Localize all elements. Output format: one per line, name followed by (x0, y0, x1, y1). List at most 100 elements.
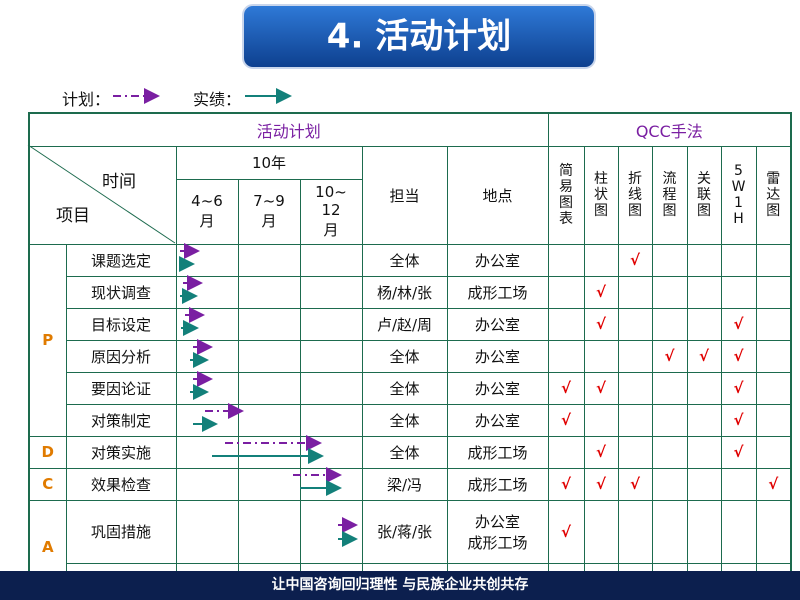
check: √ (720, 435, 757, 469)
time-cell (175, 403, 239, 437)
owner: 全体 (361, 339, 448, 373)
check: √ (547, 499, 585, 564)
check: √ (583, 275, 619, 309)
header-label: 时间 (102, 171, 136, 192)
check (547, 243, 585, 277)
table-row: D 对策实施 全体 成形工场 √ √ (28, 435, 792, 469)
check (686, 467, 722, 501)
check: √ (583, 371, 619, 405)
phase-label: C (28, 467, 67, 501)
check: √ (720, 339, 757, 373)
check (755, 435, 792, 469)
owner: 全体 (361, 403, 448, 437)
time-cell (175, 275, 239, 309)
period-header: 10~12 月 (299, 178, 363, 245)
header-cell: QCC手法 (547, 112, 792, 147)
check: √ (686, 339, 722, 373)
check (583, 339, 619, 373)
title: 4. 活动计划 (327, 17, 511, 57)
time-cell (237, 435, 301, 469)
item: 课题选定 (65, 243, 177, 277)
time-cell (175, 307, 239, 341)
table-row: A 巩固措施 张/蒋/张 办公室 成形工场 √ (28, 499, 792, 596)
place: 办公室 (446, 307, 549, 341)
owner: 全体 (361, 435, 448, 469)
table-row: 目标设定 卢/赵/周 办公室 √ √ (29, 307, 792, 341)
header-cell: 活动计划 (28, 112, 549, 147)
item: 目标设定 (65, 307, 177, 341)
check (720, 467, 757, 501)
check (547, 275, 585, 309)
check: √ (547, 371, 585, 405)
method-header: 关联图 (686, 145, 722, 245)
table-row: 时间 项目 10年 担当 地点 简易图表 柱状图 折线图 流程图 关联图 5W1H 雷达图 (28, 145, 792, 245)
time-cell (175, 435, 239, 469)
check (755, 339, 792, 373)
owner: 卢/赵/周 (361, 307, 448, 341)
check (651, 403, 688, 437)
check (686, 435, 722, 469)
check (651, 467, 688, 501)
time-cell (237, 499, 301, 564)
time-cell (299, 339, 363, 373)
plan-table: 活动计划 QCC手法 时间 项目 10年 担当 地点 简易图表 柱状图 折线图 流程图 关联图 5W1H… (28, 112, 793, 596)
table-row: 4~6 月 7~9 月 10~12 月 (29, 178, 791, 245)
check (651, 307, 688, 341)
check (651, 499, 688, 564)
check (617, 371, 653, 405)
owner: 杨/林/张 (361, 275, 448, 309)
header-cell: 地点 (446, 145, 549, 245)
check (617, 403, 653, 437)
phase-label: P (28, 243, 67, 437)
place: 办公室 (446, 371, 549, 405)
place: 成形工场 (446, 467, 549, 501)
check (755, 243, 792, 277)
header-cell: 担当 (361, 145, 448, 245)
check (651, 435, 688, 469)
check (547, 435, 585, 469)
check (755, 275, 792, 309)
time-cell (237, 371, 301, 405)
time-cell (175, 243, 239, 277)
check (583, 243, 619, 277)
table-row: C 效果检查 梁/冯 成形工场 √ √ √ √ (28, 467, 792, 501)
check (651, 371, 688, 405)
table-row: P 课题选定 全体 办公室 √ (28, 243, 792, 437)
check: √ (547, 403, 585, 437)
title-banner: 4. 活动计划 (242, 4, 596, 69)
check (617, 307, 653, 341)
check: √ (755, 467, 792, 501)
time-cell (175, 467, 239, 501)
method-header: 流程图 (651, 145, 688, 245)
header-cell: 10年 (175, 145, 363, 180)
item: 效果检查 (65, 467, 177, 501)
place: 办公室 (446, 403, 549, 437)
owner: 全体 (361, 243, 448, 277)
check (583, 499, 619, 564)
method-header: 雷达图 (755, 145, 792, 245)
time-cell (299, 371, 363, 405)
check (755, 307, 792, 341)
check (686, 275, 722, 309)
place: 办公室 (446, 339, 549, 373)
legend-plan: 计划： (62, 90, 111, 109)
time-cell (299, 499, 363, 564)
check (686, 371, 722, 405)
owner: 梁/冯 (361, 467, 448, 501)
check (686, 243, 722, 277)
header-label: 项目 (56, 205, 90, 226)
footer: 让中国咨询回归理性 与民族企业共创共存 (0, 571, 800, 600)
check (720, 243, 757, 277)
check (686, 403, 722, 437)
check (547, 339, 585, 373)
method-header: 5W1H (720, 145, 757, 245)
method-header: 柱状图 (583, 145, 619, 245)
time-cell (299, 307, 363, 341)
phase-label: D (28, 435, 67, 469)
item: 巩固措施 (65, 499, 177, 564)
check: √ (547, 467, 585, 501)
check (755, 403, 792, 437)
time-cell (237, 307, 301, 341)
time-cell (299, 243, 363, 277)
